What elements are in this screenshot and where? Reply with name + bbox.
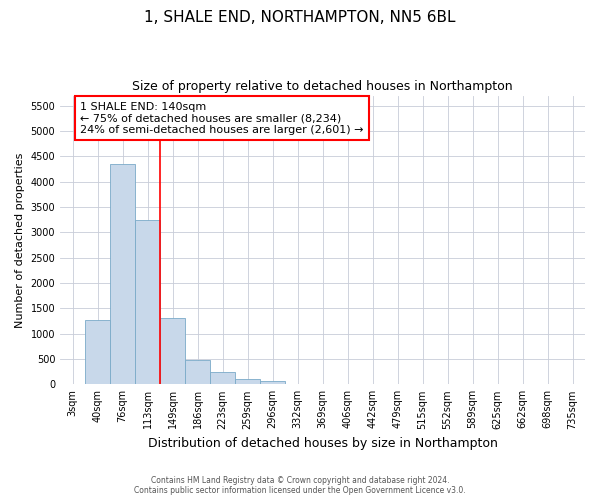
Y-axis label: Number of detached properties: Number of detached properties [15, 152, 25, 328]
Bar [235, 379, 260, 384]
Bar [160, 318, 185, 384]
Bar [135, 220, 160, 384]
Text: 1, SHALE END, NORTHAMPTON, NN5 6BL: 1, SHALE END, NORTHAMPTON, NN5 6BL [144, 10, 456, 25]
Bar [185, 360, 210, 384]
Text: Contains HM Land Registry data © Crown copyright and database right 2024.
Contai: Contains HM Land Registry data © Crown c… [134, 476, 466, 495]
Bar [210, 372, 235, 384]
Text: 1 SHALE END: 140sqm
← 75% of detached houses are smaller (8,234)
24% of semi-det: 1 SHALE END: 140sqm ← 75% of detached ho… [80, 102, 364, 135]
X-axis label: Distribution of detached houses by size in Northampton: Distribution of detached houses by size … [148, 437, 497, 450]
Bar [85, 320, 110, 384]
Title: Size of property relative to detached houses in Northampton: Size of property relative to detached ho… [132, 80, 513, 93]
Bar [260, 381, 285, 384]
Bar [110, 164, 135, 384]
